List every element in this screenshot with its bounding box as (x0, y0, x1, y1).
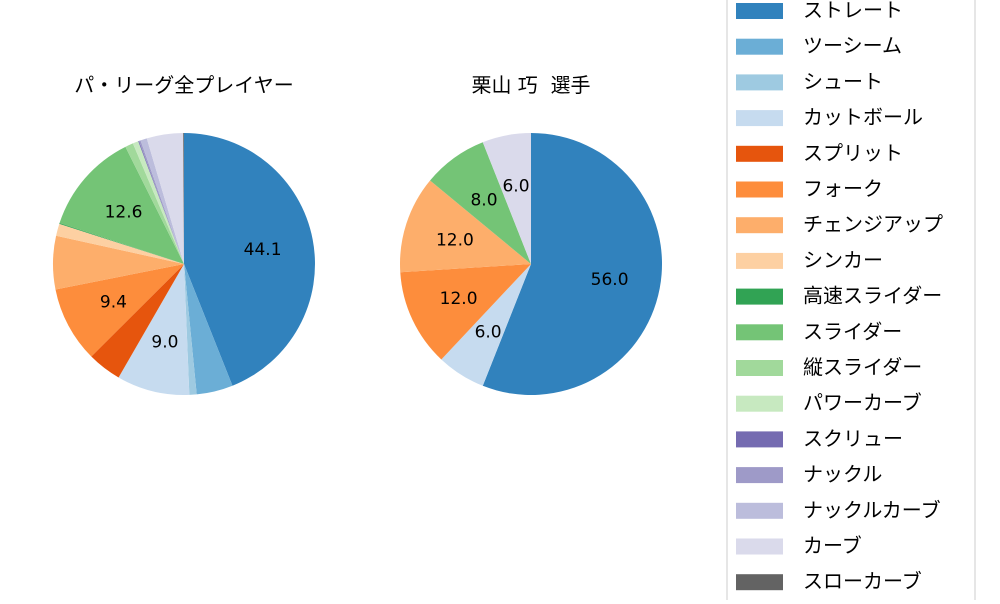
legend-label: カットボール (803, 105, 923, 129)
legend-label: スライダー (803, 319, 902, 343)
legend-label: ナックルカーブ (803, 498, 941, 522)
slice-value-label: 44.1 (244, 240, 282, 260)
legend-swatch (736, 431, 783, 448)
legend-swatch (736, 574, 783, 591)
pie-slice-player-2 (400, 264, 531, 360)
pie-slice-all-12 (138, 140, 184, 264)
pie-slice-player-5 (482, 133, 531, 264)
legend-swatch (736, 110, 783, 127)
legend-swatch (736, 3, 783, 19)
pie-slice-player-0 (482, 133, 663, 395)
slice-value-label: 12.0 (436, 230, 474, 250)
pie-slice-all-1 (184, 264, 233, 395)
legend-swatch (736, 38, 783, 55)
legend-label: シュート (803, 69, 883, 93)
pie-slice-all-7 (56, 223, 185, 264)
slice-value-label: 9.4 (100, 293, 127, 313)
pie-slice-all-9 (59, 146, 185, 264)
pie-slice-all-10 (125, 143, 184, 264)
slice-value-label: 12.6 (105, 203, 143, 223)
legend-label: 高速スライダー (803, 284, 942, 308)
legend-swatch (736, 538, 783, 555)
slice-value-label: 6.0 (475, 323, 502, 343)
pie-slice-player-4 (430, 142, 531, 264)
legend-label: スローカーブ (803, 569, 922, 593)
pie-slice-all-2 (184, 264, 197, 395)
legend: ストレートツーシームシュートカットボールスプリットフォークチェンジアップシンカー… (726, 0, 976, 604)
legend-label: ストレート (803, 0, 903, 22)
legend-label: スクリュー (803, 426, 903, 450)
legend-swatch (736, 145, 783, 162)
pie-slice-all-3 (118, 264, 190, 395)
pie-slice-all-15 (146, 133, 184, 264)
pie-slice-all-13 (138, 140, 184, 264)
legend-swatch (736, 217, 783, 234)
slice-value-label: 56.0 (591, 270, 629, 290)
legend-label: ナックル (803, 462, 882, 486)
pie-slice-all-11 (132, 141, 184, 264)
pie-slice-player-3 (400, 180, 531, 273)
legend-swatch (736, 395, 783, 412)
slice-value-label: 8.0 (470, 190, 497, 210)
legend-swatch (736, 360, 783, 376)
legend-swatch (736, 74, 783, 91)
chart-title-player: 栗山 巧 選手 (471, 73, 590, 97)
legend-label: スプリット (803, 141, 903, 165)
legend-label: 縦スライダー (803, 355, 922, 379)
slice-value-label: 9.0 (151, 333, 178, 353)
pie-slice-all-6 (52, 235, 184, 290)
legend-frame (726, 0, 976, 604)
legend-swatch (736, 181, 783, 198)
legend-swatch (736, 252, 783, 269)
pie-slice-all-8 (59, 223, 185, 264)
legend-label: ツーシーム (803, 34, 902, 58)
legend-label: チェンジアップ (803, 212, 943, 236)
legend-label: カーブ (803, 534, 862, 558)
legend-label: シンカー (803, 248, 883, 272)
legend-swatch (736, 324, 783, 341)
chart-title-all-players: パ・リーグ全プレイヤー (74, 73, 293, 97)
slice-value-label: 12.0 (440, 289, 478, 309)
pie-slice-all-14 (140, 138, 184, 264)
legend-swatch (736, 467, 783, 484)
legend-swatch (736, 288, 783, 305)
pie-slice-all-4 (91, 264, 184, 378)
legend-label: パワーカーブ (803, 391, 922, 415)
pie-slice-player-1 (441, 264, 531, 386)
pie-slice-all-0 (184, 133, 315, 386)
pie-chart-player: 栗山 巧 選手 56.06.012.012.08.06.0 (400, 73, 663, 395)
pie-chart-all-players: パ・リーグ全プレイヤー 44.1 9.0 9.4 12.6 (52, 73, 315, 395)
pie-slice-all-16 (183, 132, 184, 264)
slice-value-label: 6.0 (502, 176, 529, 196)
legend-swatch (736, 502, 783, 519)
pie-slice-all-5 (55, 264, 184, 357)
legend-label: フォーク (803, 177, 883, 201)
